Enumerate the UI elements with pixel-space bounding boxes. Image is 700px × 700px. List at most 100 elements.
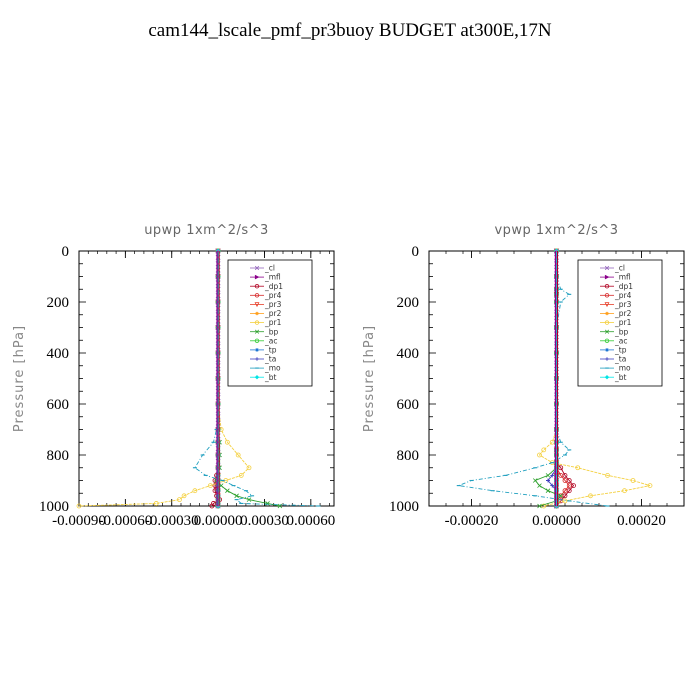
legend-marker — [604, 329, 610, 334]
legend-marker — [604, 284, 610, 289]
y-tick-label: 400 — [47, 346, 70, 362]
data-point — [246, 497, 252, 502]
data-point — [575, 465, 581, 471]
legend-marker — [254, 329, 260, 334]
legend-label: _dp1 — [264, 282, 283, 291]
legend-entry-cl: _cl — [600, 264, 625, 273]
legend-entry-tp: _tp — [600, 346, 627, 355]
x-tick-label: -0.00030 — [145, 513, 199, 529]
data-point — [537, 483, 542, 488]
legend-label: _bp — [614, 327, 629, 336]
legend-marker — [604, 265, 610, 271]
legend-marker — [254, 374, 260, 380]
data-point — [545, 473, 551, 478]
data-point — [546, 478, 550, 483]
x-tick-label: -0.00090 — [52, 513, 106, 529]
panel-title: vpwp 1xm^2/s^3 — [494, 223, 618, 238]
y-tick-label: 800 — [397, 448, 420, 464]
data-point — [225, 488, 230, 493]
legend-entry-pr4: _pr4 — [600, 291, 632, 300]
legend-box — [227, 259, 313, 387]
x-tick-label: 0.00060 — [286, 513, 335, 529]
y-tick-label: 0 — [412, 244, 420, 260]
series-line — [538, 251, 651, 507]
data-point — [177, 497, 182, 503]
legend-entry-pr3: _pr3 — [600, 300, 632, 309]
legend-label: _cl — [614, 264, 625, 273]
y-tick-label: 600 — [47, 397, 70, 413]
legend-marker — [254, 274, 260, 280]
chart-panel-2: vpwp 1xm^2/s^3 Pressure [hPa] 0 200 400 600 80… — [362, 223, 685, 529]
series-pr1 — [76, 248, 252, 509]
data-point — [532, 478, 538, 483]
data-point — [588, 493, 593, 499]
legend-label: _ac — [614, 336, 627, 345]
legend-label: _ac — [264, 336, 277, 345]
data-point — [550, 473, 555, 478]
data-point — [630, 478, 636, 483]
legend-label: _ta — [614, 355, 626, 364]
legend-label: _mfl — [264, 273, 281, 282]
legend-entry-dp1: _dp1 — [250, 282, 283, 291]
legend-entry-pr2: _pr2 — [600, 309, 632, 318]
legend-marker — [604, 302, 610, 308]
legend-entry-bt: _bt — [250, 373, 277, 382]
data-point — [550, 483, 555, 488]
x-tick-label: 0.00000 — [194, 513, 243, 529]
legend-entry-mfl: _mfl — [250, 273, 281, 282]
data-point — [235, 452, 241, 458]
legend-label: _tp — [264, 346, 277, 355]
data-point — [192, 488, 198, 494]
legend-box — [577, 259, 663, 387]
y-tick-label: 800 — [47, 448, 70, 464]
data-point — [541, 503, 547, 509]
legend-marker — [254, 302, 260, 308]
legend-entry-bp: _bp — [250, 327, 279, 336]
data-point — [605, 472, 610, 478]
legend-entry-bp: _bp — [600, 327, 629, 336]
data-point — [622, 488, 627, 494]
legend-label: _pr4 — [614, 291, 632, 300]
data-point — [562, 488, 568, 494]
legend-marker — [254, 284, 260, 289]
data-point — [153, 501, 159, 506]
legend-label: _mfl — [614, 273, 631, 282]
legend-marker — [255, 348, 259, 352]
y-tick-label: 1000 — [39, 499, 69, 515]
legend-entry-pr3: _pr3 — [250, 300, 282, 309]
legend-label: _bp — [264, 327, 279, 336]
data-point — [541, 447, 547, 453]
legend-label: _pr3 — [614, 300, 632, 309]
data-point — [234, 493, 239, 499]
series-line — [78, 251, 250, 507]
legend-marker — [605, 311, 609, 316]
legend-label: _pr3 — [264, 300, 282, 309]
legend-label: _cl — [264, 264, 275, 273]
x-tick-label: 0.00030 — [240, 513, 289, 529]
legend-label: _pr4 — [264, 291, 282, 300]
legend-marker — [255, 311, 259, 316]
data-point — [265, 501, 270, 506]
y-tick-label: 200 — [397, 295, 420, 311]
legend-marker — [254, 338, 260, 343]
legend-marker — [605, 357, 609, 361]
y-tick-label: 600 — [397, 397, 420, 413]
data-point — [562, 498, 568, 504]
y-tick-label: 200 — [47, 295, 70, 311]
legend-marker — [255, 357, 259, 361]
legend-entry-mo: _mo — [250, 364, 281, 373]
legend-marker — [604, 293, 610, 298]
data-point — [224, 439, 230, 445]
y-tick-label: 0 — [62, 244, 70, 260]
legend-label: _pr2 — [264, 309, 282, 318]
panel-title: upwp 1xm^2/s^3 — [144, 223, 269, 238]
legend-entry-pr1: _pr1 — [250, 318, 282, 327]
y-tick-label: 1000 — [389, 499, 419, 515]
data-point — [207, 483, 213, 489]
legend-marker — [254, 293, 260, 298]
legend-entry-tp: _tp — [250, 346, 277, 355]
x-tick-label: -0.00060 — [98, 513, 152, 529]
y-axis-label: Pressure [hPa] — [12, 325, 27, 432]
legend-entry-pr1: _pr1 — [600, 318, 632, 327]
data-point — [545, 488, 551, 493]
